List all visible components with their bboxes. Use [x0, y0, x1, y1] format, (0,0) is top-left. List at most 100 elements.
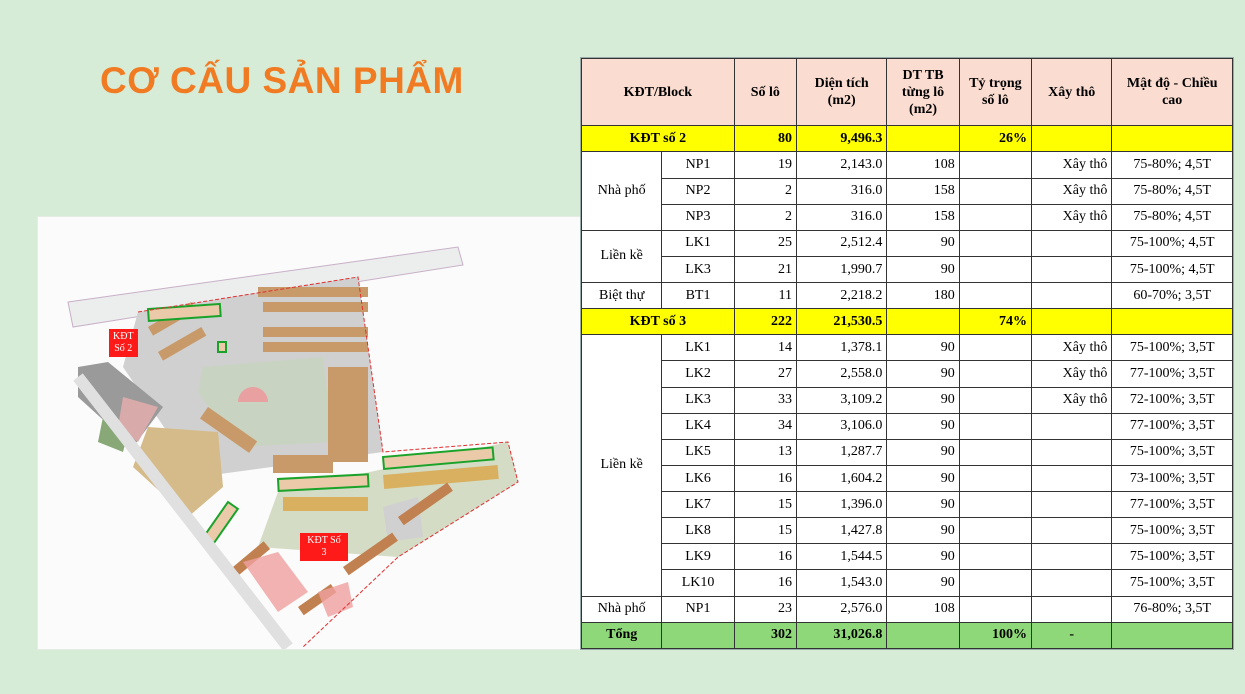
total-share: 100%	[958, 621, 1033, 650]
density-cell: 76-80%; 3,5T	[1111, 595, 1233, 623]
total-row: Tổng 302 31,026.8 100% -	[580, 621, 1233, 650]
share-cell	[958, 203, 1033, 231]
block-cell: LK6	[661, 464, 735, 493]
table-row: LK9 16 1,544.5 90 75-100%; 3,5T	[582, 543, 1233, 571]
density-cell: 77-100%; 3,5T	[1111, 412, 1233, 440]
group-share: 26%	[958, 125, 1033, 153]
table-row: LK4 34 3,106.0 90 77-100%; 3,5T	[582, 412, 1233, 440]
build-cell	[1031, 517, 1113, 545]
build-cell	[1031, 438, 1113, 466]
share-cell	[958, 569, 1033, 597]
share-cell	[958, 464, 1033, 493]
avg-cell: 90	[886, 386, 960, 414]
header-area: Diện tích (m2)	[795, 57, 888, 127]
category-cell: Nhà phố	[580, 595, 663, 623]
table-row: Nhà phố NP1 19 2,143.0 108 Xây thô 75-80…	[580, 151, 1233, 231]
density-cell: 77-100%; 3,5T	[1111, 360, 1233, 388]
build-cell	[1031, 412, 1113, 440]
density-cell: 75-100%; 3,5T	[1111, 334, 1233, 362]
block-cell: LK1	[661, 334, 735, 362]
map-label-line: Số 2	[114, 343, 133, 354]
header-share: Tỷ trọng số lô	[958, 57, 1033, 127]
avg-cell: 158	[886, 177, 960, 205]
area-cell: 3,106.0	[795, 412, 888, 440]
share-cell	[958, 386, 1033, 414]
area-cell: 1,990.7	[795, 255, 888, 284]
category-cell: Biệt thự	[580, 282, 663, 310]
build-cell	[1031, 229, 1113, 257]
density-cell: 60-70%; 3,5T	[1111, 282, 1233, 310]
map-label-line: KĐT	[113, 331, 134, 342]
empty-cell	[886, 308, 960, 336]
lots-cell: 25	[733, 229, 797, 257]
avg-cell: 90	[886, 438, 960, 466]
share-cell	[958, 151, 1033, 179]
build-cell	[1031, 491, 1113, 519]
group-label: KĐT số 2	[581, 125, 735, 153]
density-cell: 75-80%; 4,5T	[1111, 203, 1233, 231]
lots-cell: 16	[733, 464, 797, 493]
block-cell: NP2	[661, 177, 735, 205]
share-cell	[958, 177, 1033, 205]
block-cell: NP1	[661, 595, 735, 623]
build-cell: Xây thô	[1031, 177, 1113, 205]
build-cell	[1031, 543, 1113, 571]
total-build: -	[1031, 621, 1113, 650]
density-cell: 75-100%; 4,5T	[1111, 229, 1233, 257]
density-cell: 72-100%; 3,5T	[1111, 386, 1233, 414]
empty-cell	[661, 621, 735, 650]
lots-cell: 15	[733, 517, 797, 545]
block-cell: LK3	[661, 255, 735, 284]
block-cell: LK8	[661, 517, 735, 545]
total-label: Tổng	[580, 621, 663, 650]
map-label-kdt-2: KĐT Số 2	[109, 329, 138, 357]
group-area: 21,530.5	[795, 308, 888, 336]
density-cell: 75-80%; 4,5T	[1111, 177, 1233, 205]
area-cell: 2,576.0	[795, 595, 888, 623]
build-cell	[1031, 282, 1113, 310]
build-cell	[1031, 595, 1113, 623]
share-cell	[958, 438, 1033, 466]
group-label: KĐT số 3	[581, 308, 735, 336]
avg-cell: 90	[886, 360, 960, 388]
empty-cell	[886, 125, 960, 153]
share-cell	[958, 360, 1033, 388]
table-row: Biệt thự BT1 11 2,218.2 180 60-70%; 3,5T	[580, 282, 1233, 310]
density-cell: 75-100%; 3,5T	[1111, 438, 1233, 466]
block-cell: LK7	[661, 491, 735, 519]
table-row: NP3 2 316.0 158 Xây thô 75-80%; 4,5T	[582, 203, 1233, 231]
lots-cell: 19	[733, 151, 797, 179]
empty-cell	[886, 621, 960, 650]
table-row: LK3 21 1,990.7 90 75-100%; 4,5T	[582, 255, 1233, 284]
avg-cell: 180	[886, 282, 960, 310]
category-cell: Liền kề	[580, 334, 663, 597]
empty-cell	[1031, 125, 1113, 153]
map-label-line: 3	[321, 547, 327, 558]
build-cell: Xây thô	[1031, 334, 1113, 362]
table-row: LK6 16 1,604.2 90 73-100%; 3,5T	[582, 464, 1233, 493]
table-row: Nhà phố NP1 23 2,576.0 108 76-80%; 3,5T	[580, 595, 1233, 623]
site-plan-drawing	[67, 246, 519, 649]
build-cell: Xây thô	[1031, 203, 1113, 231]
area-cell: 1,543.0	[795, 569, 888, 597]
block-cell: LK3	[661, 386, 735, 414]
header-lots: Số lô	[733, 57, 797, 127]
lots-cell: 16	[733, 569, 797, 597]
table-header-row: KĐT/Block Số lô Diện tích (m2) DT TB từng …	[581, 57, 1233, 127]
area-cell: 2,512.4	[795, 229, 888, 257]
share-cell	[958, 412, 1033, 440]
avg-cell: 90	[886, 334, 960, 362]
map-label-kdt-3: KĐT Số 3	[300, 533, 348, 561]
density-cell: 75-100%; 3,5T	[1111, 569, 1233, 597]
table-row: LK8 15 1,427.8 90 75-100%; 3,5T	[582, 517, 1233, 545]
build-cell: Xây thô	[1031, 386, 1113, 414]
avg-cell: 90	[886, 543, 960, 571]
lots-cell: 21	[733, 255, 797, 284]
area-cell: 1,427.8	[795, 517, 888, 545]
group-share: 74%	[958, 308, 1033, 336]
area-cell: 1,544.5	[795, 543, 888, 571]
build-cell: Xây thô	[1031, 360, 1113, 388]
area-cell: 316.0	[795, 177, 888, 205]
group-lots: 80	[733, 125, 797, 153]
avg-cell: 90	[886, 464, 960, 493]
